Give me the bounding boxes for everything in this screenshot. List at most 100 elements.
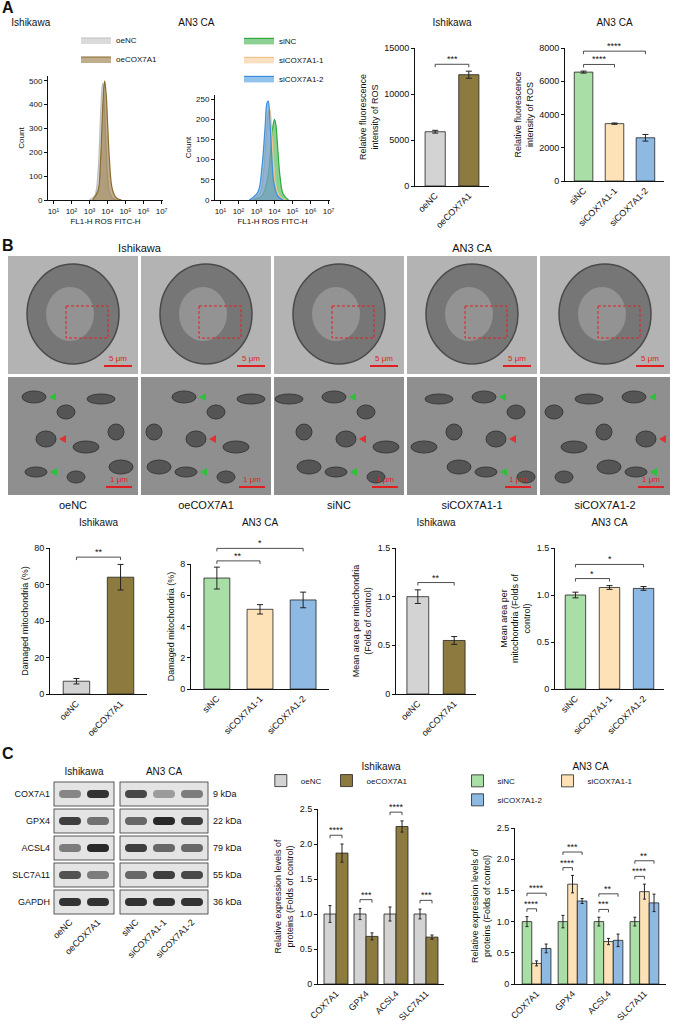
svg-text:****: **** xyxy=(329,825,344,835)
svg-text:siNC: siNC xyxy=(120,917,141,938)
svg-text:22 kDa: 22 kDa xyxy=(213,816,242,826)
svg-text:siNC: siNC xyxy=(498,777,516,786)
svg-text:1 μm: 1 μm xyxy=(110,475,128,484)
svg-text:1.5: 1.5 xyxy=(537,543,550,553)
svg-text:1.0: 1.0 xyxy=(300,909,313,919)
svg-text:AN3 CA: AN3 CA xyxy=(146,766,182,777)
svg-text:*: * xyxy=(258,538,262,548)
svg-text:oeNC: oeNC xyxy=(51,917,75,941)
svg-text:AN3 CA: AN3 CA xyxy=(242,517,278,528)
svg-text:****: **** xyxy=(389,802,404,812)
svg-text:10⁵: 10⁵ xyxy=(286,207,298,216)
svg-text:siNC: siNC xyxy=(327,499,351,511)
svg-text:AN3 CA: AN3 CA xyxy=(591,517,627,528)
svg-text:oeCOX7A1: oeCOX7A1 xyxy=(178,499,234,511)
svg-text:siCOX7A1-2: siCOX7A1-2 xyxy=(265,694,307,736)
svg-text:siNC: siNC xyxy=(567,185,588,206)
svg-text:oeCOX7A1: oeCOX7A1 xyxy=(116,55,157,64)
svg-text:5 μm: 5 μm xyxy=(109,354,127,363)
svg-text:COX7A1: COX7A1 xyxy=(308,989,340,1021)
svg-text:10⁴: 10⁴ xyxy=(101,207,114,216)
svg-text:****: **** xyxy=(632,866,647,876)
svg-text:****: **** xyxy=(524,899,539,909)
svg-text:1.0: 1.0 xyxy=(537,590,550,600)
svg-text:AN3 CA: AN3 CA xyxy=(452,242,492,254)
svg-text:2.0: 2.0 xyxy=(497,854,510,864)
svg-text:siCOX7A1-1: siCOX7A1-1 xyxy=(577,186,619,228)
svg-text:1 μm: 1 μm xyxy=(243,475,261,484)
svg-text:siCOX7A1-2: siCOX7A1-2 xyxy=(608,186,650,228)
svg-text:siNC: siNC xyxy=(559,693,580,714)
svg-text:siCOX7A1-1: siCOX7A1-1 xyxy=(222,694,264,736)
svg-text:ACSL4: ACSL4 xyxy=(373,989,400,1016)
svg-text:2000: 2000 xyxy=(539,143,559,153)
svg-text:10²: 10² xyxy=(66,207,78,216)
svg-text:Ishikawa: Ishikawa xyxy=(417,517,456,528)
svg-text:Ishikawa: Ishikawa xyxy=(433,17,472,28)
svg-text:1.5: 1.5 xyxy=(378,543,391,553)
svg-text:0: 0 xyxy=(385,689,390,699)
svg-text:10³: 10³ xyxy=(84,207,96,216)
svg-text:10⁷: 10⁷ xyxy=(156,207,168,216)
svg-text:**: ** xyxy=(432,573,440,583)
svg-text:0: 0 xyxy=(307,979,312,989)
svg-text:Ishikawa: Ishikawa xyxy=(11,17,50,28)
svg-text:10¹: 10¹ xyxy=(215,207,227,216)
svg-text:FL1-H ROS FITC-H: FL1-H ROS FITC-H xyxy=(70,217,140,226)
svg-text:siCOX7A1-2: siCOX7A1-2 xyxy=(574,499,635,511)
svg-text:10000: 10000 xyxy=(384,89,409,99)
svg-text:SLC7A11: SLC7A11 xyxy=(12,870,50,880)
svg-text:ACSL4: ACSL4 xyxy=(586,989,613,1016)
svg-text:Count: Count xyxy=(17,127,26,149)
svg-text:10⁶: 10⁶ xyxy=(304,207,316,216)
svg-text:***: *** xyxy=(567,842,578,852)
svg-text:1 μm: 1 μm xyxy=(509,475,527,484)
svg-text:Ishikawa: Ishikawa xyxy=(118,242,162,254)
svg-text:10¹: 10¹ xyxy=(48,207,60,216)
svg-text:50: 50 xyxy=(200,176,209,185)
svg-text:Count: Count xyxy=(184,136,193,158)
svg-text:siCOX7A1-2: siCOX7A1-2 xyxy=(154,917,196,959)
svg-text:0.5: 0.5 xyxy=(497,948,510,958)
svg-text:**: ** xyxy=(604,884,612,894)
svg-text:**: ** xyxy=(234,551,242,561)
svg-text:oeCOX7A1: oeCOX7A1 xyxy=(434,191,473,230)
svg-text:10⁵: 10⁵ xyxy=(119,207,131,216)
svg-text:COX7A1: COX7A1 xyxy=(509,989,541,1021)
svg-text:****: **** xyxy=(607,41,622,51)
svg-text:siCOX7A1-1: siCOX7A1-1 xyxy=(441,499,502,511)
svg-text:5 μm: 5 μm xyxy=(242,354,260,363)
svg-text:***: *** xyxy=(361,890,372,900)
svg-text:79 kDa: 79 kDa xyxy=(213,843,242,853)
svg-text:10⁶: 10⁶ xyxy=(137,207,149,216)
svg-text:***: *** xyxy=(447,54,458,64)
svg-text:SLC7A11: SLC7A11 xyxy=(615,989,649,1023)
svg-text:****: **** xyxy=(529,883,544,893)
svg-text:500: 500 xyxy=(29,77,43,86)
svg-text:2.0: 2.0 xyxy=(300,839,313,849)
svg-text:40: 40 xyxy=(34,616,44,626)
svg-text:15000: 15000 xyxy=(384,43,409,53)
svg-text:AN3 CA: AN3 CA xyxy=(178,17,214,28)
svg-text:***: *** xyxy=(421,890,432,900)
svg-text:4: 4 xyxy=(180,622,185,632)
svg-text:oeCOX7A1: oeCOX7A1 xyxy=(420,699,459,738)
svg-text:oeNC: oeNC xyxy=(399,698,423,722)
svg-text:GPX4: GPX4 xyxy=(347,989,371,1013)
svg-text:**: ** xyxy=(95,547,103,557)
svg-text:siCOX7A1-2: siCOX7A1-2 xyxy=(606,694,648,736)
svg-text:GPX4: GPX4 xyxy=(26,816,50,826)
svg-text:oeCOX7A1: oeCOX7A1 xyxy=(86,699,125,738)
svg-text:AN3 CA: AN3 CA xyxy=(572,761,608,772)
svg-text:ACSL4: ACSL4 xyxy=(21,843,50,853)
svg-text:2.5: 2.5 xyxy=(497,823,510,833)
svg-text:2: 2 xyxy=(180,653,185,663)
svg-text:0: 0 xyxy=(38,196,43,205)
svg-text:Damaged mitochondria (%): Damaged mitochondria (%) xyxy=(166,572,176,682)
svg-text:oeNC: oeNC xyxy=(116,36,137,45)
svg-text:oeCOX7A1: oeCOX7A1 xyxy=(366,777,407,786)
svg-text:***: *** xyxy=(598,899,609,909)
svg-text:60: 60 xyxy=(34,580,44,590)
svg-text:AN3 CA: AN3 CA xyxy=(596,17,632,28)
svg-text:0: 0 xyxy=(39,689,44,699)
